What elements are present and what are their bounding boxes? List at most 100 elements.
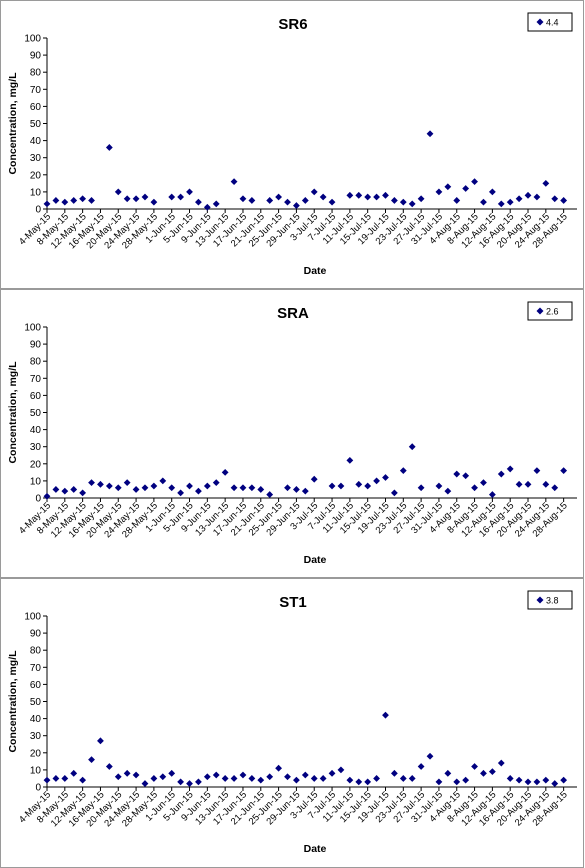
data-point [168, 193, 176, 201]
y-tick-label: 10 [30, 765, 42, 776]
data-point [248, 197, 256, 204]
data-point [444, 487, 452, 495]
data-point [177, 193, 185, 201]
data-point [497, 759, 505, 767]
data-point [408, 200, 416, 208]
y-tick-label: 100 [24, 323, 41, 334]
y-tick-label: 80 [30, 357, 42, 368]
data-point [346, 191, 354, 199]
data-point [52, 486, 60, 493]
chart-svg-st1: ST1 3.801020304050607080901004-May-158-Ma… [7, 590, 577, 855]
data-point [203, 773, 211, 781]
data-point [560, 467, 568, 475]
data-point [364, 778, 372, 786]
data-point [212, 479, 220, 487]
data-point [515, 195, 523, 203]
data-point [177, 489, 185, 497]
data-point [79, 489, 87, 497]
y-tick-label: 80 [30, 646, 42, 657]
data-point [497, 470, 505, 478]
data-point [195, 198, 202, 206]
data-point [123, 195, 131, 203]
data-point [542, 179, 550, 187]
y-tick-label: 30 [30, 153, 42, 164]
y-tick-label: 40 [30, 714, 42, 725]
data-point [186, 188, 193, 196]
legend-box [527, 590, 573, 610]
chart-panel-sr6: SR6 4.4 0 10 20 30 40 50 60 70 80 90 100 4-May-15 8-Ma… [0, 0, 584, 289]
data-point [506, 775, 514, 782]
data-point [328, 198, 336, 206]
data-point [239, 771, 247, 779]
chart-svg-sra: SRA 2.601020304050607080901004-May-158-Ma… [7, 301, 577, 566]
data-point [221, 775, 229, 782]
legend-box [527, 12, 573, 32]
data-point [61, 775, 69, 782]
legend-label: 4.4 [546, 18, 559, 28]
data-point [551, 780, 559, 787]
data-point [79, 195, 87, 203]
data-point [132, 486, 140, 493]
data-point [275, 764, 282, 772]
data-point [212, 771, 220, 779]
data-point [319, 193, 327, 201]
x-axis-label: Date [304, 554, 327, 566]
data-point [186, 482, 193, 490]
data-point [542, 480, 550, 488]
data-point [293, 486, 300, 493]
data-point [337, 482, 345, 490]
data-point [560, 776, 568, 784]
data-point [533, 467, 541, 475]
y-tick-label: 20 [30, 459, 42, 470]
data-point [88, 756, 95, 764]
data-point [551, 195, 559, 203]
data-point [257, 776, 265, 784]
data-point [70, 197, 78, 204]
data-point [480, 769, 487, 777]
data-point [284, 773, 291, 781]
data-point [79, 776, 87, 784]
data-point [471, 763, 478, 770]
legend-marker [536, 596, 544, 604]
data-point [266, 197, 274, 204]
data-point [373, 775, 380, 782]
data-point [506, 465, 514, 473]
data-point [399, 775, 407, 782]
data-point [88, 197, 95, 204]
data-point [453, 470, 461, 478]
data-point [150, 482, 158, 490]
y-tick-label: 10 [30, 476, 42, 487]
data-point [257, 486, 265, 493]
y-tick-label: 10 [30, 187, 42, 198]
y-tick-label: 70 [30, 374, 42, 385]
data-point [462, 776, 470, 784]
data-point [105, 763, 113, 770]
data-point [373, 477, 380, 485]
legend-marker [536, 18, 544, 26]
data-point [248, 775, 256, 782]
data-point [515, 776, 523, 784]
data-point [43, 492, 51, 500]
data-point [186, 780, 193, 787]
data-point [480, 198, 487, 206]
y-tick-label: 50 [30, 697, 42, 708]
data-point [390, 489, 398, 497]
chart-svg-sr6: SR6 4.401020304050607080901004-May-158-Ma… [7, 12, 577, 277]
data-point [488, 491, 496, 498]
data-point [284, 484, 291, 492]
data-point [399, 467, 407, 475]
data-point [382, 711, 389, 719]
legend: 3.8 [527, 590, 573, 610]
legend-label: 2.6 [546, 307, 559, 317]
data-point [497, 200, 505, 208]
data-point [417, 195, 425, 203]
data-point [230, 178, 238, 186]
data-point [293, 202, 300, 209]
data-point [533, 778, 541, 786]
data-point [480, 479, 487, 487]
data-point [195, 487, 202, 495]
data-point [177, 778, 185, 786]
y-tick-label: 90 [30, 629, 42, 640]
data-point [168, 484, 176, 492]
y-tick-label: 80 [30, 68, 42, 79]
